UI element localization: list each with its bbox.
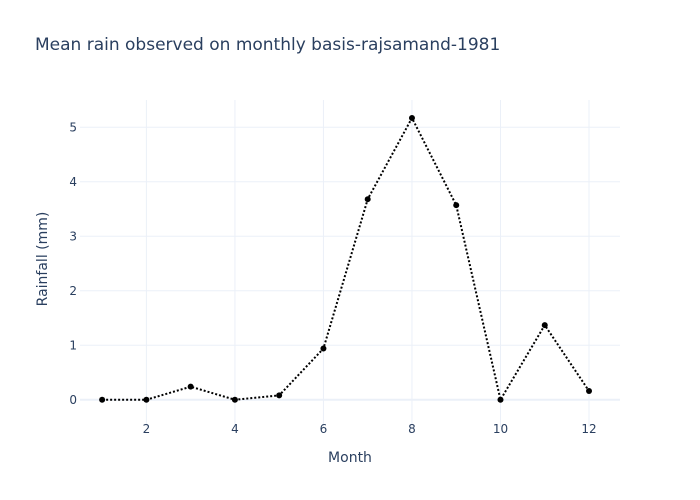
x-tick-label: 8 [408,422,416,436]
y-tick-label: 4 [69,175,77,189]
data-point [586,388,593,395]
data-point [364,196,371,203]
y-tick-label: 0 [69,393,77,407]
x-tick-label: 12 [581,422,596,436]
data-point [453,202,460,209]
series-line [102,115,590,403]
data-point [541,322,548,329]
y-tick-label: 1 [69,338,77,352]
data-point [143,396,150,403]
y-tick-label: 5 [69,120,77,134]
x-tick-labels: 2 4 6 8 10 12 [143,422,597,436]
x-gridlines [145,100,590,427]
x-tick-label: 6 [320,422,328,436]
data-point [187,383,194,390]
data-point [408,114,415,121]
data-point [231,396,238,403]
y-tick-labels: 0 1 2 3 4 5 [69,120,77,407]
x-tick-label: 10 [493,422,508,436]
y-tick-label: 3 [69,229,77,243]
x-tick-label: 2 [143,422,151,436]
data-point [320,345,327,352]
x-tick-label: 4 [231,422,239,436]
y-axis-title: Rainfall (mm) [35,212,51,307]
x-axis-title: Month [328,450,372,466]
data-point [276,392,283,399]
y-gridlines [80,126,620,401]
data-point [99,396,106,403]
data-point [497,396,504,403]
series-layer [99,114,593,403]
y-tick-label: 2 [69,284,77,298]
chart-title: Mean rain observed on monthly basis-rajs… [35,35,500,55]
